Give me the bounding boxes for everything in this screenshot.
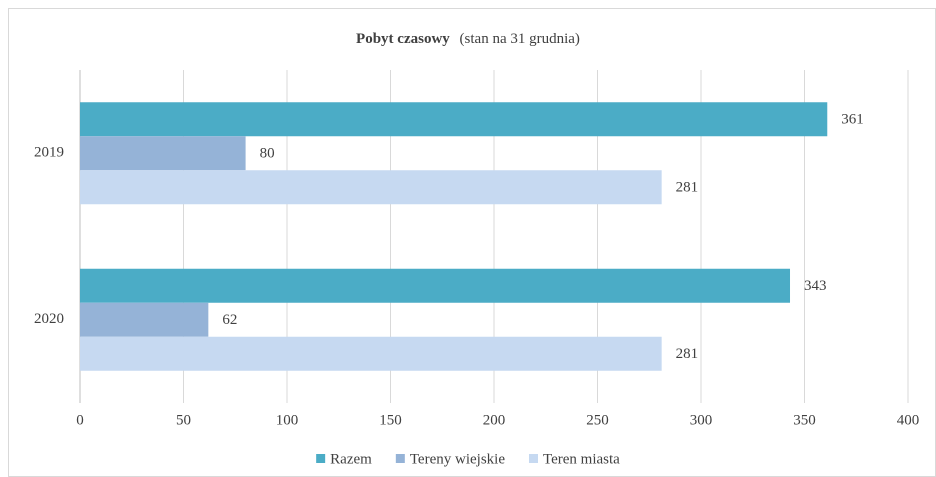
value-label: 361 bbox=[841, 112, 864, 128]
x-tick-label: 250 bbox=[586, 412, 609, 428]
legend-label: Teren miasta bbox=[543, 451, 620, 467]
value-label: 281 bbox=[676, 180, 699, 196]
bar bbox=[80, 170, 662, 205]
chart-frame bbox=[8, 8, 936, 477]
x-tick-label: 350 bbox=[793, 412, 816, 428]
bar bbox=[80, 268, 791, 303]
legend-swatch bbox=[316, 454, 326, 463]
x-tick-label: 100 bbox=[276, 412, 299, 428]
bar bbox=[80, 336, 662, 371]
legend-swatch bbox=[395, 454, 405, 463]
value-label: 62 bbox=[222, 312, 237, 328]
chart-title: Pobyt czasowy bbox=[356, 31, 450, 47]
chart-subtitle: (stan na 31 grudnia) bbox=[460, 31, 580, 47]
bar bbox=[80, 302, 209, 337]
x-tick-label: 50 bbox=[176, 412, 191, 428]
x-tick-label: 200 bbox=[483, 412, 506, 428]
x-tick-label: 400 bbox=[897, 412, 920, 428]
legend-label: Tereny wiejskie bbox=[410, 451, 506, 467]
legend-label: Razem bbox=[330, 451, 372, 467]
value-label: 281 bbox=[676, 346, 699, 362]
x-tick-label: 150 bbox=[379, 412, 402, 428]
y-tick-label: 2020 bbox=[34, 311, 64, 327]
y-tick-label: 2019 bbox=[34, 145, 64, 161]
legend-swatch bbox=[528, 454, 538, 463]
bar bbox=[80, 102, 828, 137]
x-tick-label: 300 bbox=[690, 412, 713, 428]
chart-title-group: Pobyt czasowy (stan na 31 grudnia) bbox=[356, 31, 580, 47]
value-label: 80 bbox=[260, 146, 275, 162]
x-tick-label: 0 bbox=[76, 412, 84, 428]
value-label: 343 bbox=[804, 278, 827, 294]
bar bbox=[80, 136, 246, 171]
